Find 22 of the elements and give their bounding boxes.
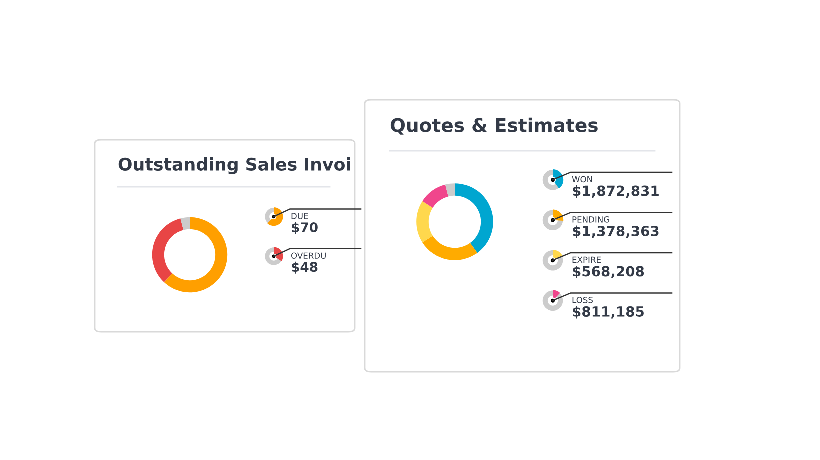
- donut-slice: [164, 217, 228, 293]
- legend-label: LOSS: [572, 297, 594, 304]
- donut-slice: [152, 218, 184, 282]
- text: $568,208: [573, 266, 644, 279]
- text: $1,378,363: [573, 226, 659, 238]
- chart-title: Quotes & Estimates: [390, 118, 598, 135]
- legend-label: WON: [572, 176, 592, 183]
- text: $811,185: [573, 306, 644, 319]
- text: $1,872,831: [573, 185, 659, 198]
- legend-label: PENDING: [572, 216, 610, 223]
- text: $48: [292, 262, 318, 274]
- legend-label: DUE: [292, 213, 308, 220]
- donut-slice: [180, 217, 190, 230]
- donut-slice: [416, 201, 433, 243]
- donut-slice: [445, 184, 455, 197]
- donut-slice: [455, 184, 494, 254]
- legend-label: OVERDU: [291, 252, 326, 260]
- donut-slice: [422, 236, 478, 260]
- text: $70: [292, 222, 318, 234]
- legend-label: EXPIRE: [572, 256, 601, 263]
- donut-slice: [422, 184, 449, 208]
- chart-title: Outstanding Sales Invoi: [118, 158, 350, 174]
